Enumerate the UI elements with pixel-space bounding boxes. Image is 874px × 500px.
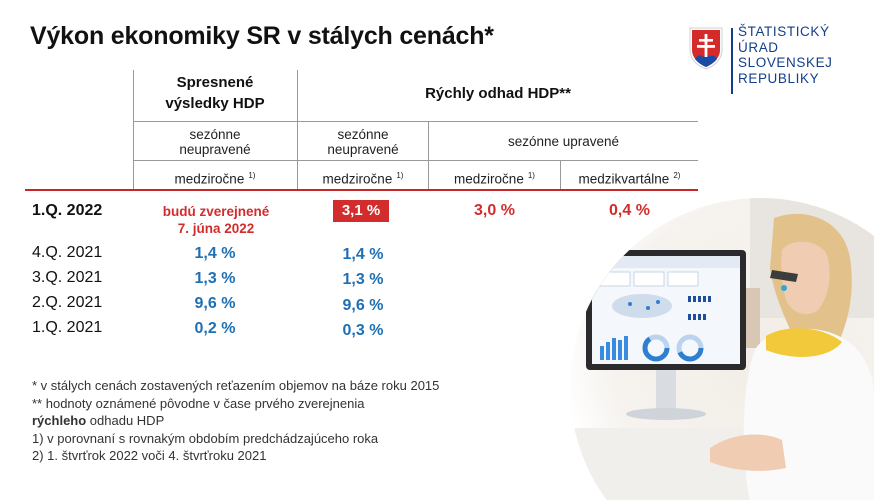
logo-divider [731, 28, 733, 94]
table-cell-value: 1,3 % [342, 271, 384, 288]
analyst-at-monitor-illustration [570, 198, 874, 500]
footnote: * v stálych cenách zostavených reťazením… [32, 378, 440, 393]
logo-text: ŠTATISTICKÝ ÚRAD SLOVENSKEJ REPUBLIKY [738, 24, 833, 86]
table-divider [133, 121, 698, 122]
measure-header-col2: medziročne 1) [322, 171, 404, 187]
row-label: 1.Q. 2022 [32, 202, 103, 219]
pending-publication-note: budú zverejnené 7. júna 2022 [162, 204, 270, 236]
table-divider [428, 122, 429, 190]
table-cell-value: 0,2 % [194, 320, 236, 337]
measure-header-col3: medziročne 1) [454, 171, 535, 187]
measure-header-col1: medziročne 1) [174, 171, 256, 187]
flash-sa-header: sezónne upravené [507, 134, 620, 149]
flash-nsa-header: sezónne neupravené [327, 127, 399, 157]
page-title: Výkon ekonomiky SR v stálych cenách* [30, 22, 494, 50]
row-label: 1.Q. 2021 [32, 319, 103, 336]
header-separator [25, 189, 698, 191]
row-label: 3.Q. 2021 [32, 269, 103, 286]
footnote: ** hodnoty oznámené pôvodne v čase prvéh… [32, 395, 365, 411]
statistical-office-logo: ŠTATISTICKÝ ÚRAD SLOVENSKEJ REPUBLIKY [688, 24, 858, 98]
footnotes: * v stálych cenách zostavených reťazením… [32, 377, 439, 465]
table-cell-value: 1,4 % [194, 245, 236, 262]
table-divider [560, 160, 561, 190]
table-cell-value: 0,3 % [342, 322, 384, 339]
flash-estimate-header: Rýchly odhad HDP** [425, 85, 571, 102]
slovak-coat-of-arms-icon [689, 27, 723, 70]
footnote: rýchleho odhadu HDP [32, 413, 165, 428]
row-label: 2.Q. 2021 [32, 294, 103, 311]
table-divider [297, 70, 298, 190]
table-cell-value: 1,4 % [342, 246, 384, 263]
row-label: 4.Q. 2021 [32, 244, 103, 261]
footnote: 1) v porovnaní s rovnakým obdobím predch… [32, 430, 379, 446]
table-cell-value: 9,6 % [342, 297, 384, 314]
table-cell-value: 0,4 % [609, 202, 650, 219]
table-cell-value: 9,6 % [194, 295, 236, 312]
refined-nsa-header: sezónne neupravené [179, 127, 251, 157]
table-divider [133, 70, 134, 190]
table-cell-value: 3,0 % [474, 202, 515, 219]
highlighted-value: 3,1 % [333, 200, 389, 222]
measure-header-col4: medzikvartálne 2) [578, 171, 681, 187]
table-cell-value: 1,3 % [194, 270, 236, 287]
footnote: 2) 1. štvrťrok 2022 voči 4. štvrťroku 20… [32, 448, 267, 463]
table-divider [133, 160, 698, 161]
refined-results-header: Spresnené výsledky HDP [165, 74, 265, 112]
